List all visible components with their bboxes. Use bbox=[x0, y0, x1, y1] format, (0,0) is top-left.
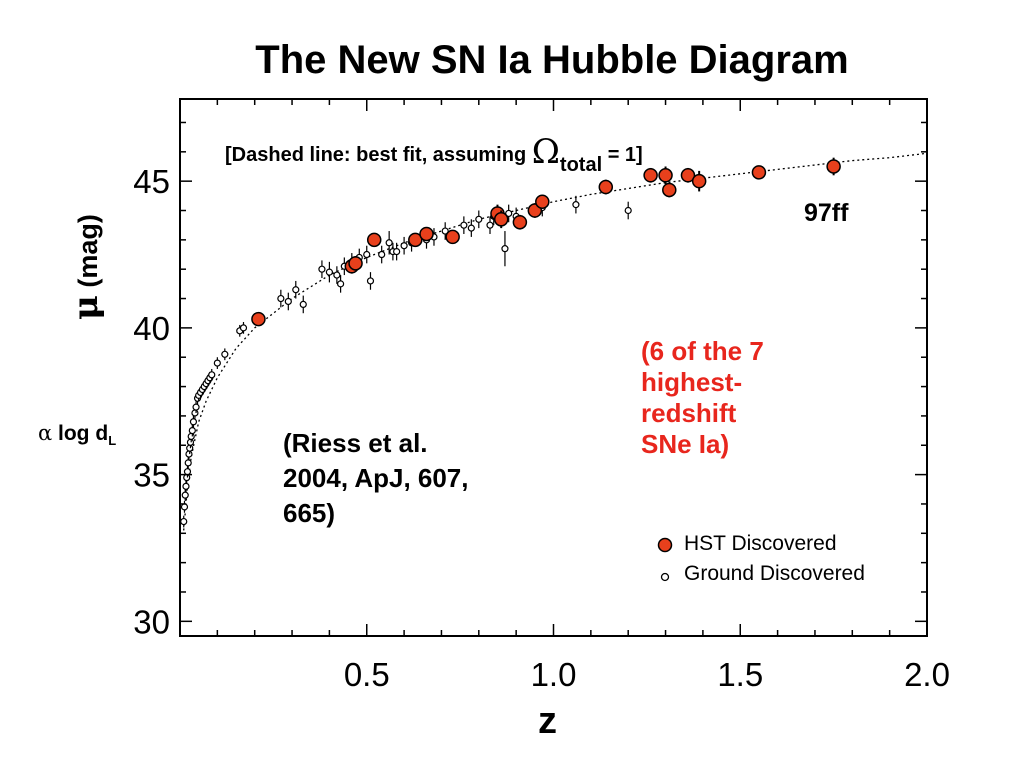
ground-point bbox=[318, 265, 326, 273]
best-fit-line bbox=[183, 152, 928, 531]
ground-point bbox=[180, 517, 188, 526]
ground-point bbox=[378, 250, 386, 259]
ground-point bbox=[292, 286, 300, 294]
ground-point bbox=[501, 245, 509, 253]
y-tick-label: 45 bbox=[133, 163, 170, 200]
y-axis-unit: (mag) bbox=[73, 214, 103, 288]
log-d-text: log d bbox=[52, 422, 109, 445]
ground-point bbox=[299, 300, 307, 309]
dashed-note-suffix: = 1] bbox=[602, 144, 643, 166]
ground-point bbox=[393, 247, 401, 256]
x-tick-label: 0.5 bbox=[344, 656, 390, 693]
hst-point bbox=[826, 159, 841, 174]
ground-point bbox=[337, 280, 345, 288]
ground-point bbox=[277, 294, 285, 303]
ground-point bbox=[191, 409, 199, 417]
omega-symbol: Ω bbox=[531, 132, 560, 172]
ground-point bbox=[460, 221, 468, 229]
ground-point bbox=[181, 491, 189, 499]
label-97ff: 97ff bbox=[804, 199, 849, 227]
y-axis-label: μ (mag) bbox=[66, 214, 106, 320]
hst-point bbox=[419, 226, 434, 242]
mu-symbol: μ bbox=[66, 295, 106, 320]
x-tick-label: 1.0 bbox=[531, 656, 577, 693]
ground-point bbox=[366, 277, 375, 285]
dashed-note-subscript: total bbox=[559, 154, 603, 176]
ground-point bbox=[189, 418, 198, 426]
citation-line: 2004, ApJ, 607, bbox=[283, 463, 469, 493]
citation-line: 665) bbox=[283, 498, 336, 528]
ground-point bbox=[475, 215, 483, 223]
ground-point bbox=[185, 450, 193, 458]
red-note-line: highest- bbox=[641, 367, 743, 397]
ground-point bbox=[182, 482, 190, 490]
hst-point bbox=[408, 232, 423, 248]
ground-point bbox=[208, 371, 216, 379]
citation-line: (Riess et al. bbox=[283, 428, 428, 458]
ground-point bbox=[183, 473, 191, 482]
ground-point bbox=[239, 324, 248, 332]
ground-point bbox=[441, 227, 449, 235]
ground-point bbox=[486, 221, 494, 229]
dashed-note-prefix: [Dashed line: best fit, assuming bbox=[225, 144, 532, 166]
ground-point bbox=[400, 242, 408, 250]
ground-point bbox=[363, 250, 371, 259]
ground-point bbox=[572, 201, 580, 209]
ground-point bbox=[192, 403, 200, 411]
hst-point bbox=[658, 168, 673, 183]
x-axis-label: z bbox=[538, 700, 557, 742]
alpha-symbol: α bbox=[38, 421, 53, 445]
ground-point bbox=[180, 503, 189, 511]
highest-redshift-note: (6 of the 7 highest- redshift SNe Ia) bbox=[641, 336, 841, 460]
y-tick-label: 35 bbox=[133, 457, 170, 494]
ground-point bbox=[183, 468, 192, 476]
hst-point bbox=[366, 232, 382, 248]
ground-point bbox=[186, 438, 195, 446]
red-note-line: (6 of the 7 bbox=[641, 336, 764, 366]
ground-point bbox=[385, 239, 393, 247]
red-note-line: SNe Ia) bbox=[641, 429, 730, 459]
dashed-line-note: [Dashed line: best fit, assuming Ωtotal … bbox=[225, 132, 643, 177]
legend-label-ground: Ground Discovered bbox=[684, 562, 865, 585]
citation: (Riess et al. 2004, ApJ, 607, 665) bbox=[283, 426, 553, 531]
ground-point bbox=[186, 444, 194, 452]
page-title: The New SN Ia Hubble Diagram bbox=[255, 38, 849, 82]
ground-point bbox=[624, 206, 632, 215]
ground-point bbox=[221, 350, 229, 358]
log-d-subscript: L bbox=[108, 433, 117, 449]
legend-label-hst: HST Discovered bbox=[684, 532, 837, 555]
ground-point bbox=[184, 459, 192, 467]
ground-point bbox=[333, 271, 341, 279]
legend-marker-hst bbox=[657, 537, 673, 553]
hst-point bbox=[662, 182, 677, 198]
ground-point bbox=[325, 268, 333, 276]
legend-marker-ground bbox=[660, 572, 670, 582]
x-tick-label: 2.0 bbox=[904, 656, 950, 693]
hst-point bbox=[512, 214, 528, 230]
ground-point bbox=[187, 432, 195, 441]
hst-point bbox=[691, 173, 707, 189]
ground-point bbox=[505, 209, 513, 218]
ground-point bbox=[284, 297, 292, 306]
ground-point bbox=[467, 224, 475, 232]
hst-point bbox=[445, 229, 460, 245]
y-tick-label: 40 bbox=[133, 310, 170, 347]
hst-point bbox=[348, 256, 363, 271]
red-note-line: redshift bbox=[641, 398, 737, 428]
hst-point bbox=[751, 165, 767, 180]
proportional-label: α log dL bbox=[38, 421, 116, 448]
hst-point bbox=[535, 194, 550, 209]
hst-point bbox=[598, 179, 614, 195]
ground-point bbox=[213, 359, 221, 367]
hst-point bbox=[643, 168, 658, 183]
y-tick-label: 30 bbox=[133, 603, 170, 640]
ground-point bbox=[188, 426, 196, 435]
hst-point bbox=[251, 311, 266, 327]
hst-point bbox=[680, 168, 696, 183]
x-tick-label: 1.5 bbox=[717, 656, 763, 693]
hst-point bbox=[493, 212, 509, 227]
